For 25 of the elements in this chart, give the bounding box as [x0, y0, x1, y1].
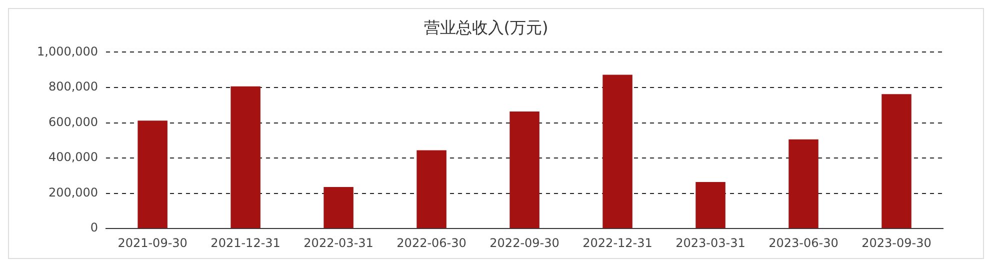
- bar: [324, 186, 354, 228]
- bar: [416, 150, 446, 228]
- y-tick-label: 400,000: [48, 150, 98, 164]
- x-tick-label: 2022-12-31: [582, 236, 652, 250]
- bar: [696, 182, 726, 228]
- x-tick-label: 2021-12-31: [210, 236, 280, 250]
- bar: [602, 74, 632, 228]
- bar: [138, 120, 168, 228]
- x-tick-label: 2022-09-30: [490, 236, 560, 250]
- x-tick-label: 2023-06-30: [768, 236, 838, 250]
- y-tick-label: 600,000: [48, 114, 98, 129]
- x-tick-label: 2022-03-31: [304, 236, 374, 250]
- y-tick-label: 1,000,000: [36, 44, 98, 58]
- y-tick-label: 800,000: [48, 80, 98, 94]
- bar: [510, 111, 540, 228]
- x-tick-label: 2023-03-31: [676, 236, 746, 250]
- x-tick-label: 2021-09-30: [118, 236, 188, 250]
- bar: [882, 94, 912, 228]
- y-tick-label: 0: [90, 220, 98, 235]
- x-tick-label: 2022-06-30: [396, 236, 466, 250]
- bar: [230, 86, 260, 228]
- x-tick-label: 2023-09-30: [862, 236, 932, 250]
- chart-title: 营业总收入(万元): [424, 18, 548, 37]
- y-tick-label: 200,000: [48, 185, 98, 200]
- bar: [788, 139, 818, 228]
